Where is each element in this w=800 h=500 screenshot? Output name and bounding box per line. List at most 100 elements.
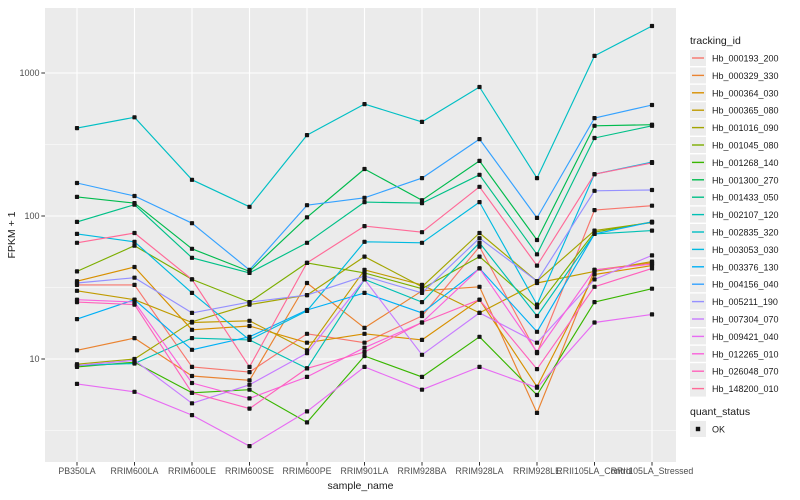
legend-item: Hb_001268_140 (690, 154, 779, 171)
data-point (304, 351, 310, 356)
data-point (74, 280, 80, 286)
data-point (74, 180, 80, 186)
data-point (534, 263, 540, 268)
data-point (189, 290, 195, 295)
data-point (74, 231, 80, 236)
data-point (534, 329, 540, 334)
data-point (189, 310, 195, 315)
data-point (132, 193, 137, 199)
data-point (534, 410, 540, 415)
data-point (132, 361, 137, 366)
data-point (534, 392, 540, 398)
quant-status-point-icon (695, 426, 701, 432)
data-point (592, 284, 597, 289)
data-point (247, 370, 252, 375)
data-point (419, 374, 425, 379)
data-point (362, 166, 367, 172)
data-point (477, 137, 482, 142)
data-point (534, 237, 540, 243)
data-point (132, 302, 137, 307)
data-point (132, 336, 137, 341)
data-point (362, 277, 367, 282)
data-point (247, 318, 252, 323)
data-point (477, 184, 482, 189)
data-point (419, 176, 425, 181)
legend-item: Hb_000193_200 (690, 50, 779, 66)
data-point (534, 313, 540, 319)
data-point (362, 102, 367, 107)
data-point (477, 200, 482, 205)
legend-item: Hb_009421_040 (690, 328, 779, 345)
quant-status-legend-item: OK (690, 421, 725, 437)
legend-item-label: Hb_000193_200 (712, 54, 779, 64)
legend-item: Hb_001433_050 (690, 189, 779, 206)
data-point (304, 307, 310, 313)
x-tick-label: RRIM600SE (225, 466, 274, 476)
legend-item: Hb_000364_030 (690, 84, 779, 101)
legend-item: Hb_148200_010 (690, 380, 779, 397)
plot-panel (45, 8, 676, 462)
data-point (132, 275, 137, 280)
data-point (534, 385, 540, 390)
legend-item: Hb_001045_080 (690, 137, 779, 153)
legend-item: Hb_000329_330 (690, 67, 779, 84)
data-point (247, 300, 252, 305)
data-point (74, 240, 80, 245)
legend-item-label: Hb_026048_070 (712, 367, 779, 377)
data-point (592, 267, 597, 272)
data-point (304, 280, 310, 286)
data-point (247, 444, 252, 449)
data-point (362, 254, 367, 259)
data-point (304, 260, 310, 265)
data-point (477, 236, 482, 241)
quant-status-label: OK (712, 425, 725, 435)
quant-status-legend-title: quant_status (690, 406, 750, 418)
x-tick-label: RRIM928BA (398, 466, 447, 476)
data-point (247, 382, 252, 387)
data-point (649, 187, 655, 193)
x-tick-label: RRIM600LA (111, 466, 159, 476)
data-point (362, 325, 367, 330)
data-point (189, 336, 195, 341)
data-point (132, 264, 137, 270)
data-point (477, 266, 482, 271)
data-point (649, 312, 655, 317)
data-point (304, 374, 310, 379)
data-point (132, 389, 137, 394)
data-point (649, 23, 655, 29)
data-point (592, 300, 597, 305)
legend-item: Hb_005211_190 (690, 293, 778, 310)
data-point (419, 352, 425, 357)
legend-item-label: Hb_001433_050 (712, 193, 779, 203)
data-point (74, 300, 80, 305)
data-point (592, 208, 597, 213)
data-point (362, 345, 367, 350)
data-point (477, 244, 482, 249)
data-point (592, 123, 597, 128)
legend-item: Hb_003053_030 (690, 241, 779, 258)
data-point (74, 126, 80, 131)
legend-item-label: Hb_000329_330 (712, 71, 779, 81)
data-point (477, 172, 482, 177)
data-point (189, 373, 195, 379)
data-point (534, 252, 540, 257)
data-point (132, 230, 137, 236)
data-point (419, 119, 425, 124)
data-point (649, 253, 655, 258)
data-point (534, 367, 540, 372)
data-point (74, 269, 80, 274)
data-point (304, 133, 310, 138)
data-point (534, 176, 540, 181)
data-point (362, 331, 367, 336)
data-point (189, 327, 195, 332)
data-point (419, 286, 425, 291)
data-point (362, 224, 367, 229)
data-point (477, 364, 482, 369)
data-point (649, 219, 655, 224)
legend-item-label: Hb_007304_070 (712, 315, 779, 325)
legend-item: Hb_004156_040 (690, 276, 779, 293)
legend-item: Hb_012265_010 (690, 345, 779, 362)
data-point (419, 300, 425, 305)
data-point (74, 219, 80, 224)
data-point (247, 204, 252, 209)
